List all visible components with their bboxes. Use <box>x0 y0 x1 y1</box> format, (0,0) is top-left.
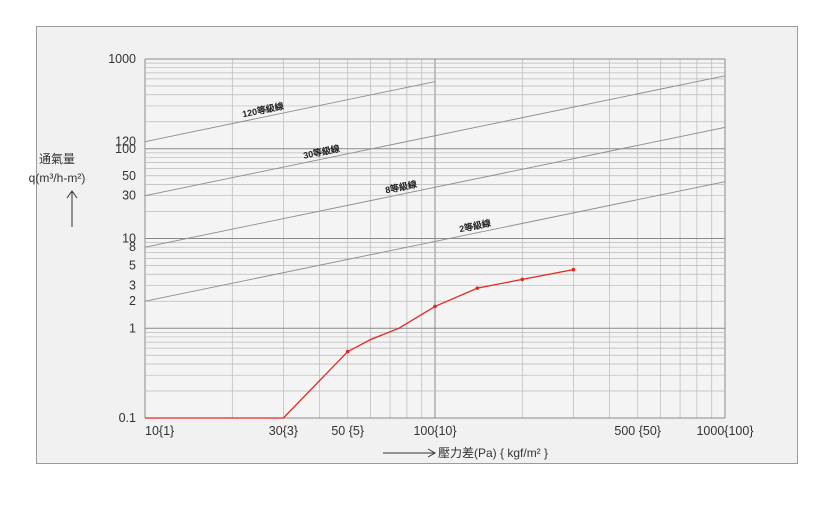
x-tick-labels: 10{1} 30{3} 50 {5} 100{10} 500 {50} 1000{100} <box>145 424 754 438</box>
x-tick-label: 500 {50} <box>614 424 661 438</box>
x-tick-label: 10{1} <box>145 424 174 438</box>
y-tick-label: 120 <box>115 135 136 149</box>
grade-line-2 <box>144 126 726 248</box>
x-tick-label: 100{10} <box>413 424 456 438</box>
right-arrow-icon <box>383 448 437 458</box>
series-line-0 <box>145 268 574 419</box>
y-tick-label: 3 <box>129 278 136 292</box>
y-tick-label: 50 <box>122 169 136 183</box>
y-tick-label: 5 <box>129 259 136 273</box>
y-tick-label: 30 <box>122 189 136 203</box>
data-point <box>475 286 480 290</box>
y-axis-label-line-1: 通氣量 <box>39 152 75 166</box>
grade-line-3 <box>144 181 726 302</box>
data-point <box>345 349 350 354</box>
y-tick-label: 10 <box>122 232 136 246</box>
y-tick-label: 1000 <box>108 52 136 66</box>
x-tick-label: 1000{100} <box>696 424 753 438</box>
x-tick-label: 50 {5} <box>331 424 364 438</box>
grid <box>144 58 726 419</box>
x-tick-label: 30{3} <box>269 424 298 438</box>
y-axis-label-line-2: q(m³/h-m²) <box>29 171 86 185</box>
y-tick-label: 0.1 <box>119 411 136 425</box>
data-series <box>145 267 576 419</box>
data-point <box>433 304 437 309</box>
data-point <box>520 277 525 282</box>
y-tick-label: 8 <box>129 240 136 254</box>
up-arrow-icon <box>66 190 78 227</box>
grade-line-1 <box>144 75 726 197</box>
grade-line-0 <box>144 81 436 143</box>
y-tick-label: 2 <box>129 294 136 308</box>
y-tick-label: 100 <box>115 142 136 156</box>
data-point <box>571 267 576 272</box>
x-axis-label: 壓力差(Pa) { kgf/m² } <box>438 446 548 460</box>
y-tick-label: 1 <box>129 321 136 335</box>
